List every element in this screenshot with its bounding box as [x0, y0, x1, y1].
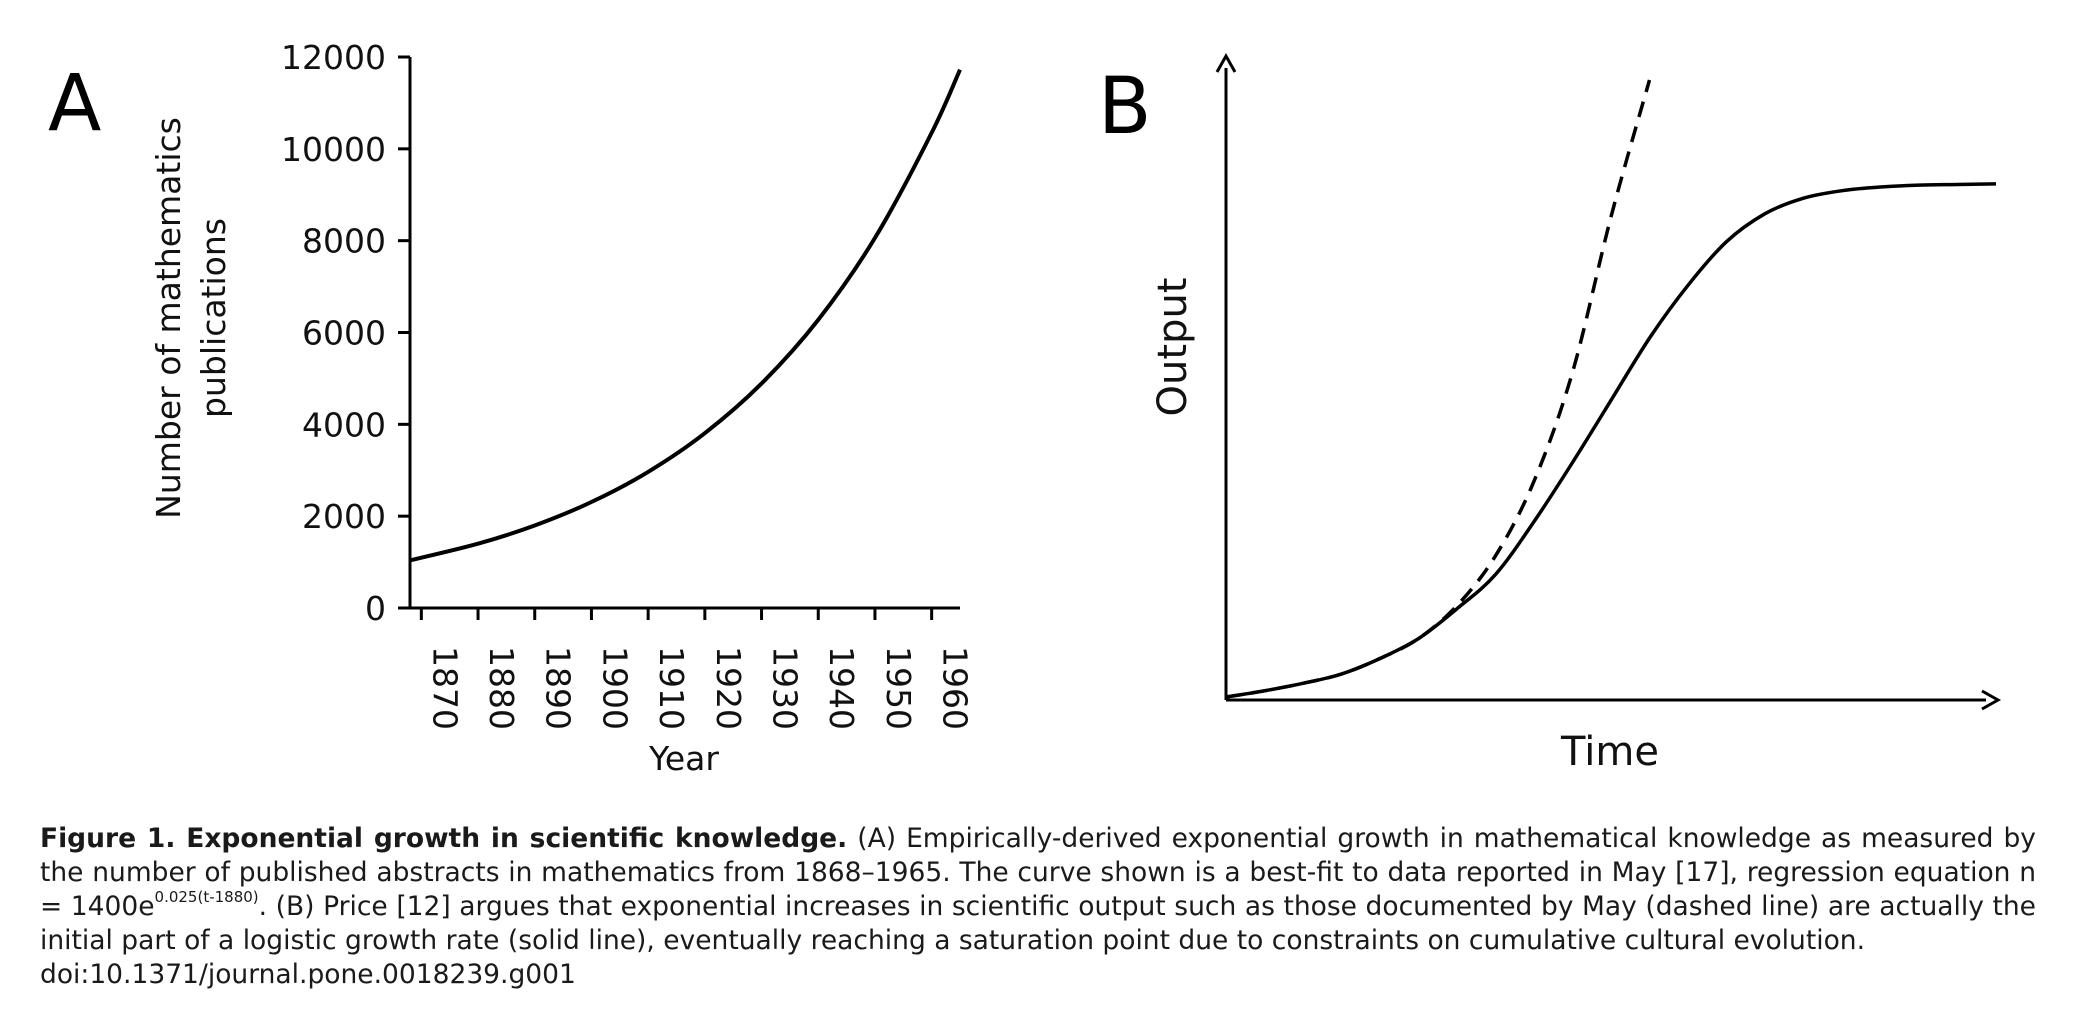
panel-a-ylabel-line1: Number of mathematics — [149, 117, 188, 519]
panel-a-x-ticks: 1870 1880 1890 1900 1910 1920 1930 1940 1950 1960 — [419, 608, 975, 730]
panel-b-label: B — [1098, 62, 1152, 152]
panel-a-y-tick-label: 0 — [365, 589, 386, 628]
caption-doi: doi:10.1371/journal.pone.0018239.g001 — [40, 959, 576, 990]
panel-b-y-axis-arrow — [1215, 52, 1237, 73]
panel-b-xlabel: Time — [1560, 729, 1659, 775]
panel-a-x-tick-label: 1940 — [822, 646, 861, 730]
panel-a-x-tick-label: 1900 — [595, 646, 634, 730]
panel-a-ylabel-line2: publications — [194, 218, 233, 418]
panel-a-x-tick-label: 1870 — [425, 646, 464, 730]
panel-b-exponential-dashed-line — [1225, 79, 1652, 699]
caption-body-1: (A) Empirically-derived exponential grow… — [40, 823, 2036, 922]
panel-a-x-tick-label: 1950 — [879, 646, 918, 730]
panel-a-y-tick-label: 4000 — [302, 405, 386, 444]
panel-b-ylabel: Output — [1150, 278, 1196, 417]
panel-b-logistic-line — [1225, 182, 1997, 699]
panel-a-y-ticks: 0 2000 4000 6000 8000 10000 12000 — [281, 38, 410, 628]
panel-a-y-tick-label: 12000 — [281, 38, 386, 77]
panel-a-x-tick-label: 1930 — [766, 646, 805, 730]
panel-a-label: A — [48, 59, 101, 149]
caption-exponent: 0.025(t-1880) — [154, 888, 259, 906]
caption-paragraph: Figure 1. Exponential growth in scientif… — [40, 822, 2036, 958]
panel-a-xlabel: Year — [648, 739, 719, 778]
panel-a-x-tick-label: 1960 — [936, 646, 975, 730]
panel-a-x-tick-label: 1920 — [709, 646, 748, 730]
panel-b: B Output Time — [1098, 52, 2002, 775]
panel-a-x-tick-label: 1890 — [539, 646, 578, 730]
figure-caption: Figure 1. Exponential growth in scientif… — [40, 822, 2036, 992]
caption-title: Figure 1. Exponential growth in scientif… — [40, 823, 848, 854]
panel-b-x-axis-arrow — [1981, 689, 2002, 711]
panel-a-y-tick-label: 8000 — [302, 222, 386, 261]
panel-a-y-tick-label: 2000 — [302, 497, 386, 536]
panel-a-x-tick-label: 1880 — [482, 646, 521, 730]
panel-a-y-tick-label: 6000 — [302, 314, 386, 353]
panel-a-x-tick-label: 1910 — [652, 646, 691, 730]
caption-body-2: . (B) Price [12] argues that exponential… — [40, 891, 2036, 956]
panel-a-y-tick-label: 10000 — [281, 130, 386, 169]
panel-a-series-line — [409, 68, 962, 563]
